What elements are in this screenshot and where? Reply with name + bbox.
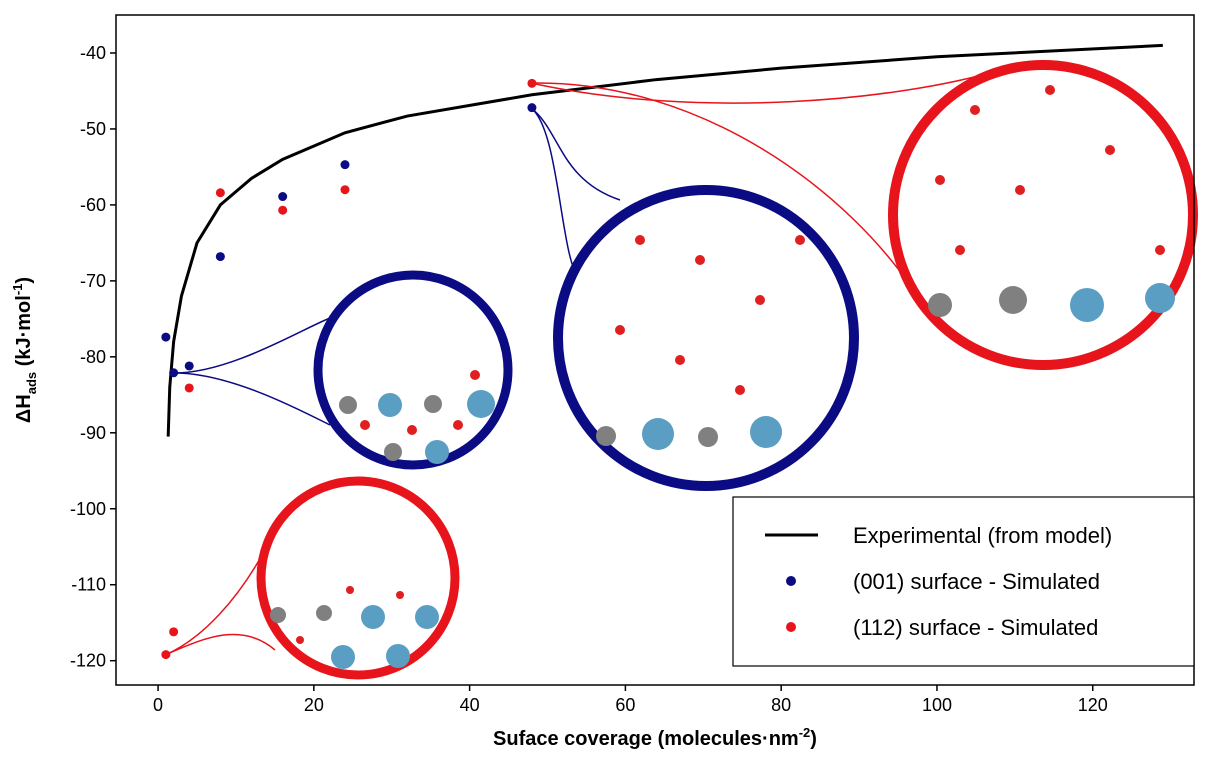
- y-label-text: ΔH: [13, 394, 35, 423]
- y-tick-label: -120: [70, 651, 106, 671]
- data-point: [215, 188, 225, 198]
- data-point: [278, 205, 288, 215]
- inset-circle: [553, 185, 859, 491]
- y-tick-label: -80: [80, 347, 106, 367]
- data-point: [278, 192, 288, 202]
- data-point: [184, 383, 194, 393]
- y-tick-label: -40: [80, 43, 106, 63]
- data-point: [184, 361, 194, 371]
- connector: [174, 317, 331, 374]
- x-label-sup: -2: [799, 725, 811, 740]
- x-axis-label: Suface coverage (molecules·nm-2): [493, 725, 817, 750]
- x-tick-label: 0: [153, 695, 163, 715]
- connector: [530, 107, 581, 281]
- x-tick-label: 60: [615, 695, 635, 715]
- legend-label: Experimental (from model): [853, 523, 1112, 548]
- connector: [530, 69, 1001, 104]
- model-line: [166, 43, 1163, 437]
- legend-label: (001) surface - Simulated: [853, 569, 1100, 594]
- data-point: [527, 78, 537, 88]
- data-point: [161, 332, 171, 342]
- y-tick-label: -50: [80, 119, 106, 139]
- y-label-sup: -1: [10, 284, 25, 296]
- y-tick-label: -110: [71, 575, 106, 595]
- y-tick-label: -60: [80, 195, 106, 215]
- y-tick-label: -70: [80, 271, 106, 291]
- insets: [164, 60, 1198, 680]
- data-point: [169, 368, 179, 378]
- x-label-text: Suface coverage (molecules·nm: [493, 728, 799, 750]
- data-point: [161, 650, 171, 660]
- inset-circle: [313, 270, 513, 470]
- x-label-close: ): [810, 728, 817, 750]
- plot-frame: [115, 14, 1195, 686]
- data-point: [215, 252, 225, 262]
- y-label-unit: (kJ·mol: [13, 295, 35, 372]
- legend-box: [732, 496, 1195, 667]
- y-tick-label: -90: [80, 423, 106, 443]
- legend-swatch: [786, 576, 796, 586]
- x-tick-label: 20: [304, 695, 324, 715]
- y-label-sub: ads: [24, 372, 39, 394]
- inset-circle: [888, 60, 1198, 370]
- connector: [530, 107, 621, 201]
- data-point: [169, 627, 179, 637]
- data-point: [340, 185, 350, 195]
- legend: Experimental (from model) (001) surface -…: [732, 496, 1195, 667]
- data-point: [527, 103, 537, 113]
- x-tick-label: 120: [1078, 695, 1108, 715]
- data-point: [340, 160, 350, 170]
- legend-label: (112) surface - Simulated: [853, 615, 1098, 640]
- y-tick-label: -100: [70, 499, 106, 519]
- x-tick-label: 100: [922, 695, 952, 715]
- connector: [174, 372, 331, 426]
- y-axis-label: ΔHads (kJ·mol-1): [10, 277, 39, 423]
- y-label-close: ): [13, 277, 35, 284]
- legend-swatch: [786, 622, 796, 632]
- molecule-art: [270, 85, 1175, 669]
- inset-circle: [256, 476, 460, 680]
- connector: [530, 82, 921, 301]
- x-tick-label: 80: [771, 695, 791, 715]
- x-tick-label: 40: [460, 695, 480, 715]
- connector: [164, 633, 276, 656]
